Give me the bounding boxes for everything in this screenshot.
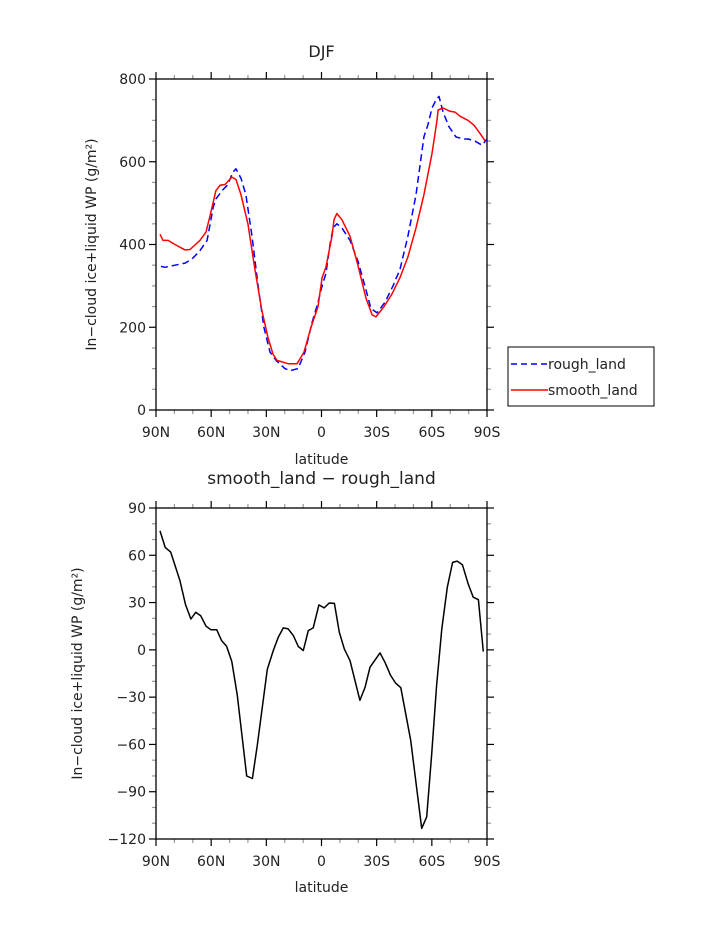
- x-axis-label: latitude: [295, 880, 349, 896]
- x-tick-label: 90S: [474, 425, 501, 441]
- panel-top-djf: 90N 60N 30N 0 30S 60S 90S 0 200 400 600 800 latitude…: [84, 42, 500, 468]
- y-tick-label: −30: [116, 690, 146, 706]
- series-line-rough-land: [160, 95, 488, 372]
- y-tick-label: 0: [137, 643, 146, 659]
- y-tick-label: −60: [116, 737, 146, 753]
- y-tick-label: 90: [128, 501, 146, 517]
- chart-title: smooth_land − rough_land: [207, 469, 435, 489]
- legend-box: [507, 346, 655, 407]
- y-axis-label: In−cloud ice+liquid WP (g/m²): [70, 567, 86, 779]
- x-tick-label: 0: [317, 854, 326, 870]
- legend-label-smooth-land: smooth_land: [548, 383, 638, 399]
- y-tick-label: 800: [119, 72, 146, 88]
- x-tick-label: 30N: [252, 425, 280, 441]
- x-tick-label: 60N: [197, 425, 225, 441]
- y-tick-label: 600: [119, 155, 146, 171]
- x-tick-label: 60S: [418, 425, 445, 441]
- legend: rough_land smooth_land: [507, 346, 655, 407]
- x-tick-label: 30S: [363, 425, 390, 441]
- y-tick-label: 30: [128, 596, 146, 612]
- series-line-smooth-land: [159, 107, 486, 365]
- y-tick-label: 400: [119, 238, 146, 254]
- plot-frame: [155, 507, 488, 840]
- y-tick-label: −90: [116, 785, 146, 801]
- x-tick-label: 0: [317, 425, 326, 441]
- y-axis-label: In−cloud ice+liquid WP (g/m²): [84, 138, 100, 350]
- x-tick-label: 90S: [474, 854, 501, 870]
- y-tick-label: 60: [128, 548, 146, 564]
- x-tick-label: 30N: [252, 854, 280, 870]
- chart-title: DJF: [308, 42, 334, 61]
- y-tick-label: −120: [108, 832, 146, 848]
- legend-label-rough-land: rough_land: [548, 357, 626, 373]
- series-line-smooth-land-rough-land: [159, 530, 485, 830]
- y-tick-label: 200: [119, 320, 146, 336]
- x-tick-label: 30S: [363, 854, 390, 870]
- x-tick-label: 60N: [197, 854, 225, 870]
- y-tick-label: 0: [137, 403, 146, 419]
- plot-frame: [155, 78, 488, 411]
- x-tick-label: 90N: [142, 854, 170, 870]
- x-axis-label: latitude: [295, 452, 349, 468]
- panel-bottom-difference: 90N 60N 30N 0 30S 60S 90S −120 −90 −60 −30 0 30 60 90 l…: [70, 469, 500, 896]
- x-tick-label: 90N: [142, 425, 170, 441]
- x-tick-label: 60S: [418, 854, 445, 870]
